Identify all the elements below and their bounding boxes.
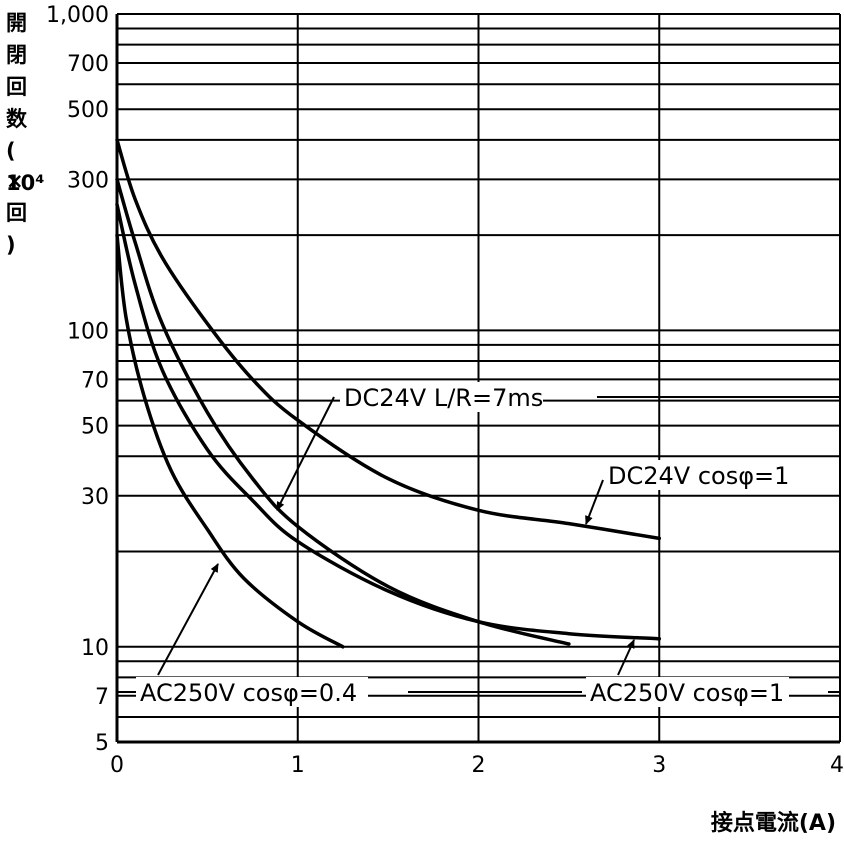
tick-labels: 1,000 700 500 300 100 70 50 30 10 7 50 1 2 3 4 [46,3,844,778]
y-axis-label-char: 10⁴ [6,171,44,195]
annotation-background [136,677,368,707]
y-tick-label: 700 [67,52,109,77]
grid [116,13,841,743]
annotation-leader [617,639,635,676]
series-line [115,138,662,541]
annotation-leader [585,479,604,525]
y-axis-label-char: 数 [6,107,28,131]
y-tick-label: 100 [67,319,109,344]
annotation-leader [157,563,219,676]
x-axis-label: 接点電流(A) [711,810,836,836]
y-axis-label-char: 回 [6,75,27,99]
annotation-background [604,460,793,490]
y-axis-label-char: × [6,169,24,193]
axis [115,14,840,744]
series-line [115,202,662,641]
annotation-label: DC24V cosφ=1 [608,462,789,490]
x-tick-label: 2 [472,753,486,778]
y-axis-label-char: ( [6,139,16,163]
y-axis-label-char: 回 [6,201,27,225]
y-axis-label-char: 閉 [6,43,27,67]
x-tick-label: 1 [291,753,305,778]
y-axis-label-char: 開 [6,11,27,35]
annotation-background [340,382,543,412]
curves [115,138,662,649]
y-axis-label-char: ) [6,233,16,257]
y-tick-label: 300 [67,168,109,193]
y-tick-label: 70 [81,368,109,393]
y-tick-label: 7 [95,685,109,710]
y-tick-label: 500 [67,98,109,123]
annotation-label: AC250V cosφ=0.4 [140,679,357,707]
y-tick-label: 10 [81,636,109,661]
y-tick-label: 5 [95,731,109,756]
y-tick-label: 50 [81,415,109,440]
x-tick-label: 4 [830,753,844,778]
x-tick-label: 0 [110,753,124,778]
y-tick-label: 30 [81,485,109,510]
series-line [115,233,345,649]
annotation-label: AC250V cosφ=1 [590,679,784,707]
x-tick-label: 3 [652,753,666,778]
annotations: DC24V L/R=7ms DC24V cosφ=1 AC250V cosφ=0.4… [117,382,840,707]
annotation-leader [276,396,335,511]
annotation-label: DC24V L/R=7ms [344,384,543,412]
y-tick-label: 1,000 [46,3,109,28]
annotation-background [586,677,789,707]
